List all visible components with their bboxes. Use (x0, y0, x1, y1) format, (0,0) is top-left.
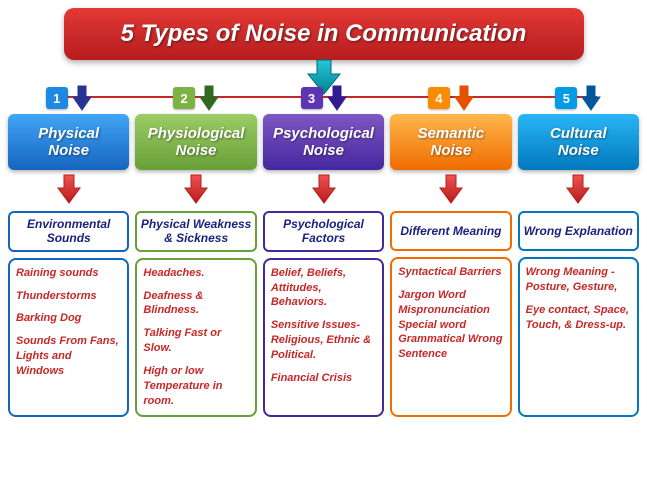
red-down-arrow-icon (184, 174, 208, 209)
detail-box: Syntactical Barriers Jargon Word Mispronu… (390, 257, 511, 417)
column-4: 4 SemanticNoise Different Meaning Syntactic… (390, 84, 511, 417)
red-down-arrow-icon (566, 174, 590, 209)
num-badge-3: 3 (301, 87, 323, 109)
num-row: 2 (173, 84, 219, 112)
detail-box: Belief, Beliefs, Attitudes, Behaviors. Se… (263, 258, 384, 417)
detail-item: Talking Fast or Slow. (143, 326, 248, 356)
num-row: 3 (301, 84, 347, 112)
subcategory-box: Psychological Factors (263, 211, 384, 252)
title-banner: 5 Types of Noise in Communication (64, 8, 584, 60)
detail-box: Raining sounds Thunderstorms Barking Dog So… (8, 258, 129, 417)
small-down-arrow-icon (581, 85, 601, 111)
red-down-arrow-icon (439, 174, 463, 209)
num-badge-5: 5 (555, 87, 577, 109)
column-2: 2 PhysiologicalNoise Physical Weakness & S… (135, 84, 256, 417)
detail-item: Headaches. (143, 266, 248, 281)
category-box: PsychologicalNoise (263, 114, 384, 170)
detail-item: Syntactical Barriers (398, 265, 503, 280)
detail-item: Belief, Beliefs, Attitudes, Behaviors. (271, 266, 376, 311)
column-5: 5 CulturalNoise Wrong Explanation Wrong Mea… (518, 84, 639, 417)
subcategory-box: Physical Weakness & Sickness (135, 211, 256, 252)
detail-item: Barking Dog (16, 311, 121, 326)
detail-box: Wrong Meaning - Posture, Gesture, Eye con… (518, 257, 639, 417)
num-row: 4 (428, 84, 474, 112)
subcategory-box: Different Meaning (390, 211, 511, 251)
detail-box: Headaches. Deafness & Blindness. Talking F… (135, 258, 256, 417)
red-down-arrow-icon (57, 174, 81, 209)
detail-item: High or low Temperature in room. (143, 364, 248, 409)
num-badge-4: 4 (428, 87, 450, 109)
small-down-arrow-icon (72, 85, 92, 111)
small-down-arrow-icon (199, 85, 219, 111)
detail-item: Sounds From Fans, Lights and Windows (16, 334, 121, 379)
column-3: 3 PsychologicalNoise Psychological Factors… (263, 84, 384, 417)
subcategory-box: Environmental Sounds (8, 211, 129, 252)
title-text: 5 Types of Noise in Communication (121, 20, 527, 48)
detail-item: Thunderstorms (16, 289, 121, 304)
num-badge-1: 1 (46, 87, 68, 109)
detail-item: Wrong Meaning - Posture, Gesture, (526, 265, 631, 295)
subcategory-box: Wrong Explanation (518, 211, 639, 251)
small-down-arrow-icon (454, 85, 474, 111)
columns-container: 1 PhysicalNoise Environmental Sounds Rainin… (8, 84, 639, 417)
category-box: CulturalNoise (518, 114, 639, 170)
detail-item: Jargon Word Mispronunciation Special wor… (398, 288, 503, 362)
category-box: SemanticNoise (390, 114, 511, 170)
detail-item: Eye contact, Space, Touch, & Dress-up. (526, 303, 631, 333)
num-row: 5 (555, 84, 601, 112)
num-badge-2: 2 (173, 87, 195, 109)
detail-item: Deafness & Blindness. (143, 289, 248, 319)
detail-item: Raining sounds (16, 266, 121, 281)
red-down-arrow-icon (312, 174, 336, 209)
num-row: 1 (46, 84, 92, 112)
column-1: 1 PhysicalNoise Environmental Sounds Rainin… (8, 84, 129, 417)
detail-item: Sensitive Issues- Religious, Ethnic & Po… (271, 318, 376, 363)
small-down-arrow-icon (327, 85, 347, 111)
category-box: PhysiologicalNoise (135, 114, 256, 170)
category-box: PhysicalNoise (8, 114, 129, 170)
detail-item: Financial Crisis (271, 371, 376, 386)
